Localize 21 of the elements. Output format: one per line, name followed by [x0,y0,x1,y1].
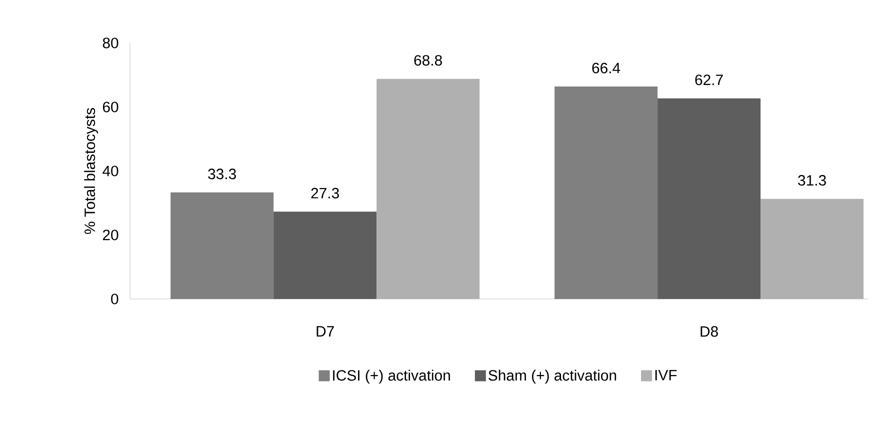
bar [554,86,658,299]
y-axis-title: % Total blastocysts [84,108,98,234]
data-label: 27.3 [311,188,339,198]
y-tick-label: 60 [102,102,118,112]
data-label: 62.7 [695,74,723,86]
y-tick-label: 20 [102,230,118,240]
legend-label: ICSI (+) activation [333,370,450,384]
y-tick-label: 80 [102,38,118,48]
bar [170,192,274,299]
bar [658,98,761,299]
data-label: 66.4 [592,62,620,74]
y-tick-label: 40 [102,166,118,176]
data-label: 68.8 [414,55,442,66]
bar [274,212,377,299]
data-label: 31.3 [798,175,826,186]
x-tick-label: D7 [316,326,334,336]
x-tick-label: D8 [700,326,718,337]
legend-label: Sham (+) activation [488,370,616,384]
y-tick-label: 0 [111,294,118,304]
legend-label: IVF [655,370,677,380]
data-label: 33.3 [208,168,236,180]
